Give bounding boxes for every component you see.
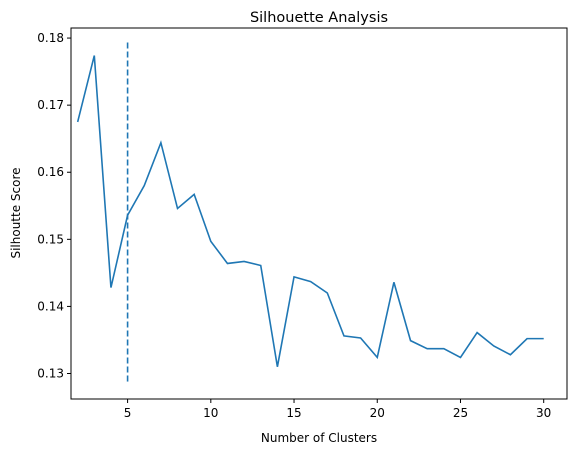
x-tick-label: 10	[203, 406, 218, 420]
x-tick-label: 30	[536, 406, 551, 420]
x-axis: 5 10 15 20 25 30	[124, 399, 551, 420]
y-tick-label: 0.17	[37, 98, 64, 112]
y-tick-label: 0.15	[37, 232, 64, 246]
silhouette-score-line	[76, 55, 544, 367]
x-tick-label: 20	[370, 406, 385, 420]
y-tick-label: 0.14	[37, 299, 64, 313]
plot-frame	[70, 27, 568, 400]
chart-title: Silhouette Analysis	[250, 10, 388, 26]
y-tick-label: 0.16	[37, 165, 64, 179]
x-tick-label: 15	[286, 406, 301, 420]
y-axis: 0.13 0.14 0.15 0.16 0.17 0.18	[37, 31, 71, 381]
y-tick-label: 0.13	[37, 367, 64, 381]
x-tick-label: 5	[124, 406, 132, 420]
x-tick-label: 25	[453, 406, 468, 420]
x-axis-label: Number of Clusters	[261, 431, 377, 445]
data-points	[77, 55, 544, 367]
y-axis-label: Silhoutte Score	[9, 167, 23, 258]
y-tick-label: 0.18	[37, 31, 64, 45]
